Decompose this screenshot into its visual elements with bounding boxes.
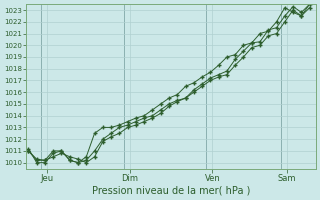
X-axis label: Pression niveau de la mer( hPa ): Pression niveau de la mer( hPa ) [92, 186, 250, 196]
